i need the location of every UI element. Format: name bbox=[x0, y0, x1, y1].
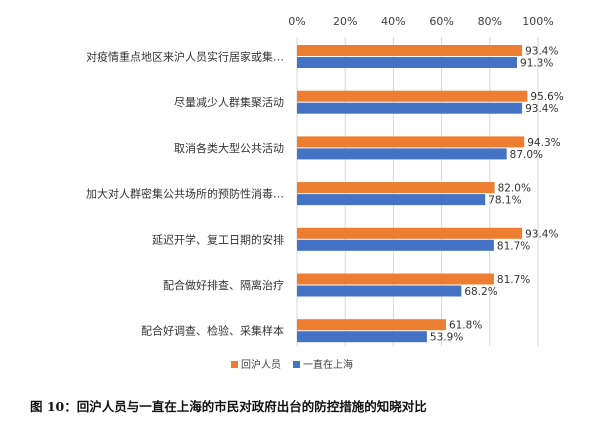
data-label: 93.4% bbox=[525, 103, 558, 115]
bar bbox=[297, 194, 486, 206]
data-label: 91.3% bbox=[520, 58, 553, 70]
data-label: 68.2% bbox=[464, 286, 497, 298]
data-label: 87.0% bbox=[510, 149, 543, 161]
category-label: 对疫情重点地区来沪人员实行居家或集… bbox=[86, 50, 284, 64]
bar bbox=[297, 273, 494, 285]
category-label: 加大对人群密集公共场所的预防性消毒… bbox=[86, 187, 284, 201]
legend-label: 回沪人员 bbox=[241, 358, 281, 371]
bar bbox=[297, 319, 446, 331]
bar bbox=[297, 239, 494, 251]
data-label: 81.7% bbox=[497, 274, 530, 286]
category-label: 尽量减少人群集聚活动 bbox=[174, 95, 284, 109]
bar bbox=[297, 45, 523, 56]
category-label: 延迟开学、复工日期的安排 bbox=[152, 232, 284, 246]
legend: 回沪人员 一直在上海 bbox=[231, 358, 353, 371]
data-label: 53.9% bbox=[430, 332, 463, 344]
x-axis-ticks: 0% 20% 40% 60% 80% 100% bbox=[288, 15, 553, 28]
data-label: 82.0% bbox=[498, 183, 531, 195]
figure-caption: 图 10：回沪人员与一直在上海的市民对政府出台的防控措施的知晓对比 bbox=[30, 399, 427, 414]
data-labels: 93.4%91.3%95.6%93.4%94.3%87.0%82.0%78.1%… bbox=[430, 46, 564, 344]
data-label: 78.1% bbox=[488, 195, 521, 207]
bar bbox=[297, 148, 507, 160]
data-label: 61.8% bbox=[449, 320, 482, 332]
x-tick-label: 0% bbox=[288, 15, 305, 28]
category-label: 配合做好排查、隔离治疗 bbox=[163, 278, 284, 292]
bar bbox=[297, 90, 528, 102]
x-tick-label: 40% bbox=[381, 15, 405, 28]
bar bbox=[297, 57, 518, 68]
bar bbox=[297, 102, 523, 114]
legend-swatch bbox=[231, 361, 238, 368]
x-tick-label: 100% bbox=[522, 15, 553, 28]
data-label: 93.4% bbox=[525, 46, 558, 58]
legend-label: 一直在上海 bbox=[303, 358, 353, 371]
bar bbox=[297, 331, 427, 343]
x-tick-label: 80% bbox=[478, 15, 502, 28]
x-tick-label: 60% bbox=[429, 15, 453, 28]
bar bbox=[297, 227, 523, 239]
bar bbox=[297, 136, 525, 148]
category-labels: 对疫情重点地区来沪人员实行居家或集… 尽量减少人群集聚活动取消各类大型公共活动加大… bbox=[86, 50, 284, 338]
category-label: 取消各类大型公共活动 bbox=[174, 141, 284, 155]
bars bbox=[297, 45, 528, 343]
category-label: 配合好调查、检验、采集样本 bbox=[141, 324, 284, 338]
bar bbox=[297, 285, 462, 297]
data-label: 93.4% bbox=[525, 228, 558, 240]
legend-swatch bbox=[293, 361, 300, 368]
x-tick-label: 20% bbox=[333, 15, 357, 28]
bar bbox=[297, 182, 495, 194]
data-label: 95.6% bbox=[530, 91, 563, 103]
data-label: 94.3% bbox=[527, 137, 560, 149]
data-label: 81.7% bbox=[497, 240, 530, 252]
